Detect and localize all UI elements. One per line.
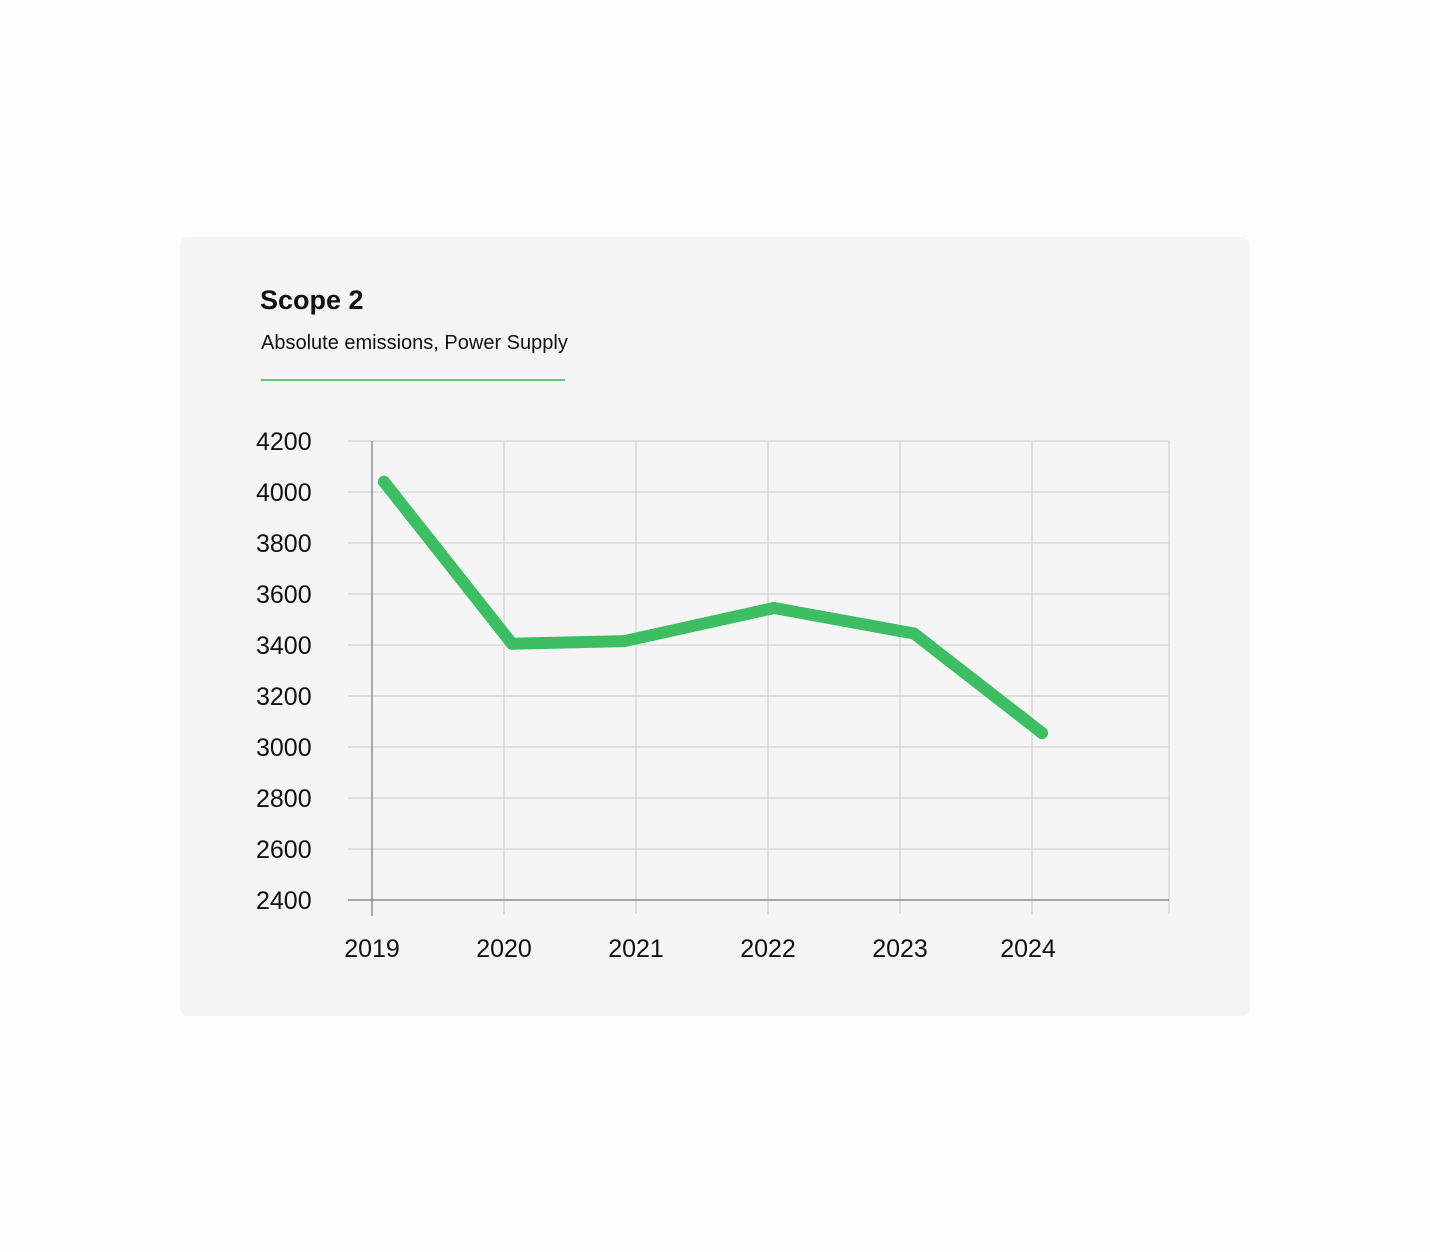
grid xyxy=(348,440,1170,914)
x-tick-label: 2023 xyxy=(872,935,928,963)
data-point xyxy=(1036,726,1048,739)
data-point xyxy=(378,475,390,488)
y-tick-label: 2800 xyxy=(256,785,312,813)
chart-title: Scope 2 xyxy=(260,285,364,315)
y-tick-label: 4000 xyxy=(256,479,312,507)
x-tick-labels: 2019 2020 2021 2022 2023 2024 xyxy=(344,935,1056,963)
data-point xyxy=(506,637,518,650)
data-point xyxy=(908,627,920,640)
y-tick-labels: 2400 2600 2800 3000 3200 3400 3600 3800 4000 4200 xyxy=(256,428,312,915)
x-tick-label: 2022 xyxy=(740,935,796,963)
series xyxy=(378,475,1048,739)
data-point xyxy=(618,635,630,648)
y-tick-label: 3200 xyxy=(256,683,312,711)
chart-subtitle: Absolute emissions, Power Supply xyxy=(261,332,568,354)
line-chart: 2400 2600 2800 3000 3200 3400 3600 3800 4000 4200… xyxy=(256,428,1170,963)
y-tick-label: 3000 xyxy=(256,734,312,762)
series-line xyxy=(378,475,1048,739)
data-point xyxy=(768,602,780,615)
title-divider xyxy=(261,379,565,381)
y-tick-label: 2400 xyxy=(256,887,312,915)
y-tick-label: 4200 xyxy=(256,428,312,456)
x-tick-label: 2020 xyxy=(476,935,532,963)
y-tick-label: 3600 xyxy=(256,581,312,609)
x-tick-label: 2019 xyxy=(344,935,400,963)
x-tick-label: 2024 xyxy=(1000,935,1056,963)
x-tick-label: 2021 xyxy=(608,935,664,963)
chart-card: Scope 2 Absolute emissions, Power Supply… xyxy=(180,237,1250,1016)
y-tick-label: 3400 xyxy=(256,632,312,660)
y-tick-label: 3800 xyxy=(256,530,312,558)
axes xyxy=(348,441,1169,916)
y-tick-label: 2600 xyxy=(256,836,312,864)
